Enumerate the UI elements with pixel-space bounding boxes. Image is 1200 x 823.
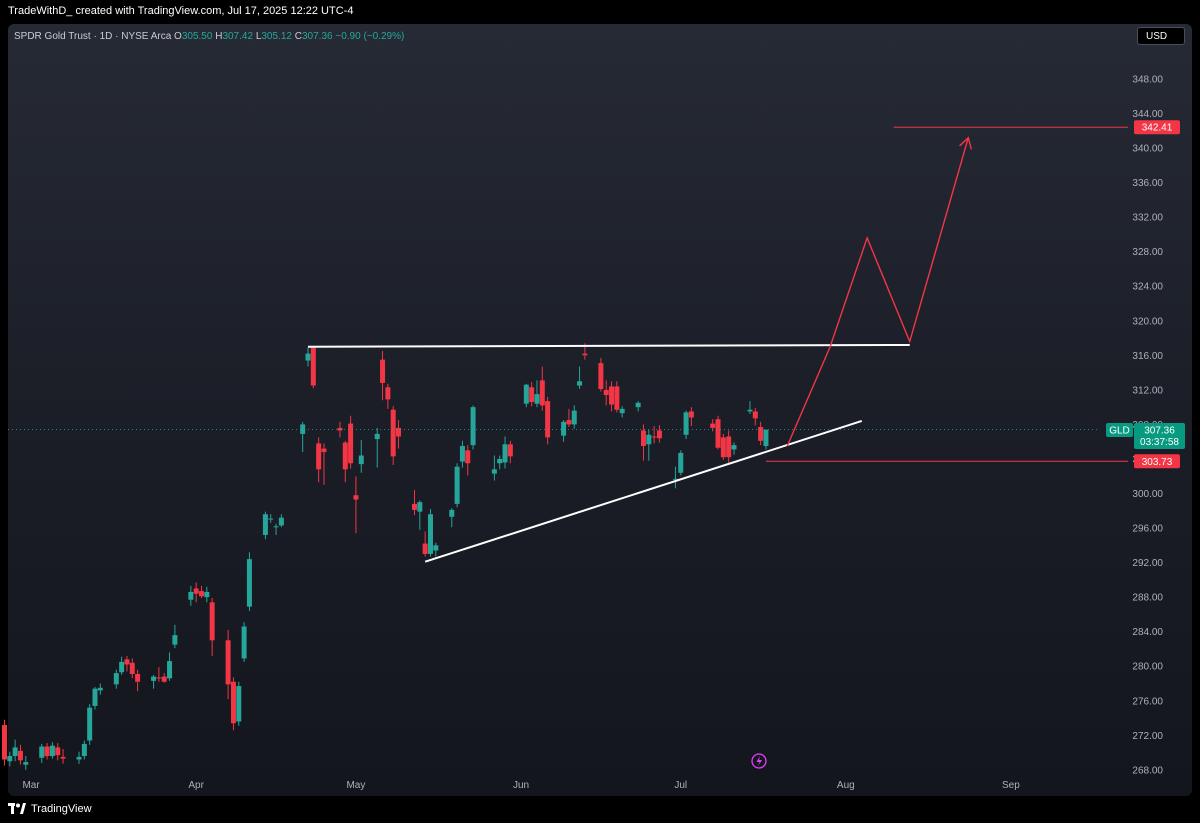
low-value: 305.12 <box>261 31 292 42</box>
close-label: C <box>294 31 302 42</box>
change-value: −0.90 (−0.29%) <box>335 31 405 42</box>
low-label: L <box>255 31 262 42</box>
footer: TradingView <box>8 801 92 817</box>
open-value: 305.50 <box>181 31 213 42</box>
brand-name: TradingView <box>31 803 92 815</box>
candle-body <box>1 724 7 760</box>
chart-pane[interactable] <box>8 24 1192 796</box>
symbol-legend: SPDR Gold Trust · 1D · NYSE Arca O305.50… <box>14 31 404 42</box>
tradingview-logo-icon <box>8 803 26 814</box>
high-value: 307.42 <box>222 31 254 42</box>
open-label: O <box>174 31 182 42</box>
author-credit: TradeWithD_ created with TradingView.com… <box>8 5 354 17</box>
high-label: H <box>215 31 223 42</box>
currency-button[interactable]: USD <box>1137 27 1185 45</box>
instrument-name[interactable]: SPDR Gold Trust · 1D · NYSE Arca <box>14 31 172 42</box>
close-value: 307.36 <box>301 31 333 42</box>
